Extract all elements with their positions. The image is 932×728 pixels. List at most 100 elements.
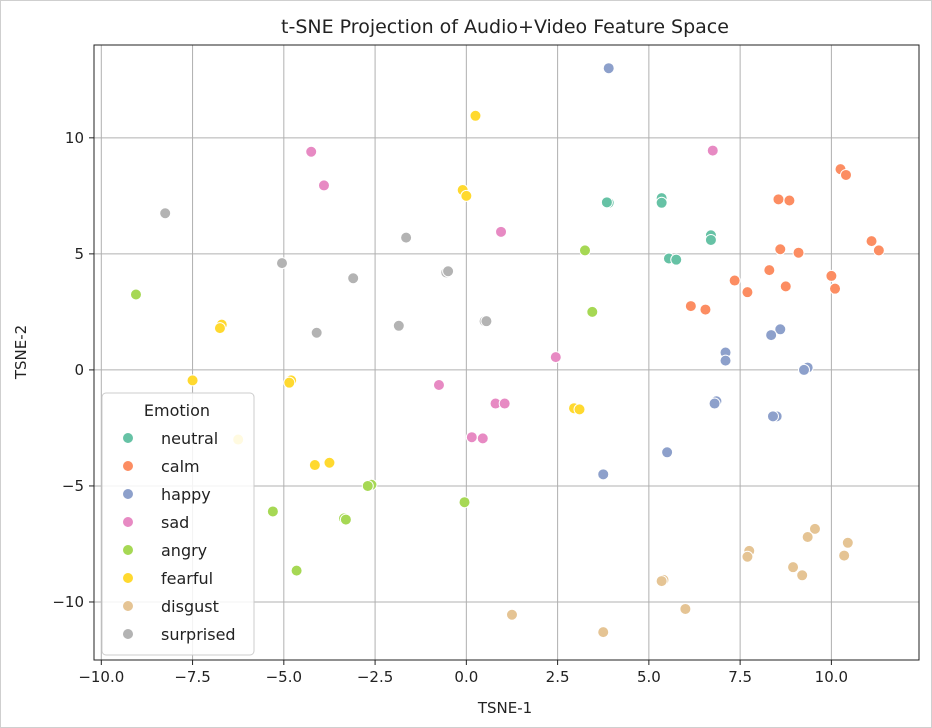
series-surprised xyxy=(159,207,493,339)
chart-title: t-SNE Projection of Audio+Video Feature … xyxy=(281,16,729,38)
data-point-calm xyxy=(728,274,741,287)
data-point-sad xyxy=(465,431,478,444)
data-point-calm xyxy=(865,235,878,248)
y-tick-label: 5 xyxy=(74,245,84,263)
data-point-surprised xyxy=(347,272,360,285)
legend-label-surprised: surprised xyxy=(161,625,236,644)
data-point-calm xyxy=(763,264,776,277)
x-tick-label: 5.0 xyxy=(637,668,661,686)
data-point-neutral xyxy=(704,233,717,246)
data-point-happy xyxy=(774,323,787,336)
series-disgust xyxy=(505,522,854,639)
data-point-sad xyxy=(432,378,445,391)
data-point-happy xyxy=(765,329,778,342)
data-point-sad xyxy=(495,225,508,238)
data-point-angry xyxy=(129,288,142,301)
data-point-sad xyxy=(706,144,719,157)
legend-marker-calm xyxy=(122,460,134,472)
data-point-fearful xyxy=(460,189,473,202)
data-point-angry xyxy=(266,505,279,518)
data-point-surprised xyxy=(159,207,172,220)
x-tick-label: 2.5 xyxy=(546,668,570,686)
data-point-angry xyxy=(578,244,591,257)
data-point-calm xyxy=(684,300,697,313)
data-point-happy xyxy=(798,363,811,376)
x-tick-label: 0.0 xyxy=(454,668,478,686)
data-point-sad xyxy=(476,432,489,445)
y-axis: −10 −5 0 5 10 xyxy=(52,129,94,611)
data-point-disgust xyxy=(655,575,668,588)
data-point-neutral xyxy=(655,196,668,209)
legend-label-angry: angry xyxy=(161,541,207,560)
legend: Emotion neutral calm happy sad angry fearful d… xyxy=(101,392,255,656)
data-point-surprised xyxy=(480,315,493,328)
data-point-disgust xyxy=(741,550,754,563)
data-point-disgust xyxy=(801,531,814,543)
x-tick-label: −5.0 xyxy=(266,668,302,686)
data-point-surprised xyxy=(310,326,323,339)
legend-marker-happy xyxy=(122,488,134,500)
legend-marker-neutral xyxy=(122,432,134,444)
data-point-calm xyxy=(872,244,885,257)
legend-label-neutral: neutral xyxy=(161,429,218,448)
series-calm xyxy=(684,163,885,316)
data-point-angry xyxy=(339,513,352,526)
series-sad xyxy=(305,144,719,445)
data-point-happy xyxy=(766,410,779,423)
data-point-happy xyxy=(661,446,674,459)
data-point-disgust xyxy=(679,602,692,615)
data-point-calm xyxy=(779,280,792,293)
legend-label-disgust: disgust xyxy=(161,597,219,616)
series-fearful xyxy=(186,109,586,472)
legend-label-sad: sad xyxy=(161,513,189,532)
data-point-calm xyxy=(839,168,852,181)
x-tick-label: −2.5 xyxy=(357,668,393,686)
data-point-calm xyxy=(825,269,838,282)
legend-label-calm: calm xyxy=(161,457,200,476)
data-point-disgust xyxy=(787,561,800,574)
data-point-happy xyxy=(708,397,721,410)
data-point-fearful xyxy=(573,403,586,416)
data-point-fearful xyxy=(186,374,199,387)
data-point-disgust xyxy=(838,549,851,562)
data-point-happy xyxy=(602,62,615,75)
data-point-disgust xyxy=(808,522,821,535)
x-tick-label: 10.0 xyxy=(815,668,848,686)
series-neutral xyxy=(600,192,717,266)
legend-marker-fearful xyxy=(122,572,134,584)
plot-area xyxy=(93,44,920,661)
data-point-calm xyxy=(792,246,805,259)
data-point-sad xyxy=(498,397,511,410)
data-point-disgust xyxy=(597,626,610,639)
data-point-calm xyxy=(741,286,754,299)
data-point-fearful xyxy=(213,322,226,335)
legend-marker-surprised xyxy=(122,628,134,640)
legend-marker-sad xyxy=(122,516,134,528)
data-point-sad xyxy=(305,145,318,158)
legend-marker-angry xyxy=(122,544,134,556)
data-point-disgust xyxy=(796,569,809,582)
legend-box xyxy=(101,392,255,656)
series-happy xyxy=(597,62,814,481)
y-tick-label: 10 xyxy=(65,129,84,147)
data-point-angry xyxy=(361,479,374,492)
y-tick-label: −10 xyxy=(52,593,84,611)
x-axis: −10.0 −7.5 −5.0 −2.5 0.0 2.5 5.0 7.5 10.0 xyxy=(78,660,848,686)
data-point-surprised xyxy=(275,257,288,270)
legend-label-fearful: fearful xyxy=(161,569,213,588)
data-point-neutral xyxy=(670,253,683,266)
data-point-sad xyxy=(317,179,330,192)
x-tick-label: −7.5 xyxy=(174,668,210,686)
data-point-angry xyxy=(290,564,303,577)
data-point-calm xyxy=(772,193,785,206)
data-point-surprised xyxy=(392,319,405,332)
data-point-calm xyxy=(699,303,712,316)
data-points xyxy=(129,62,885,639)
x-tick-label: 7.5 xyxy=(728,668,752,686)
legend-title: Emotion xyxy=(144,401,210,420)
data-point-surprised xyxy=(442,265,455,278)
data-point-fearful xyxy=(308,459,321,472)
data-point-angry xyxy=(458,496,471,509)
x-tick-label: −10.0 xyxy=(78,668,124,686)
